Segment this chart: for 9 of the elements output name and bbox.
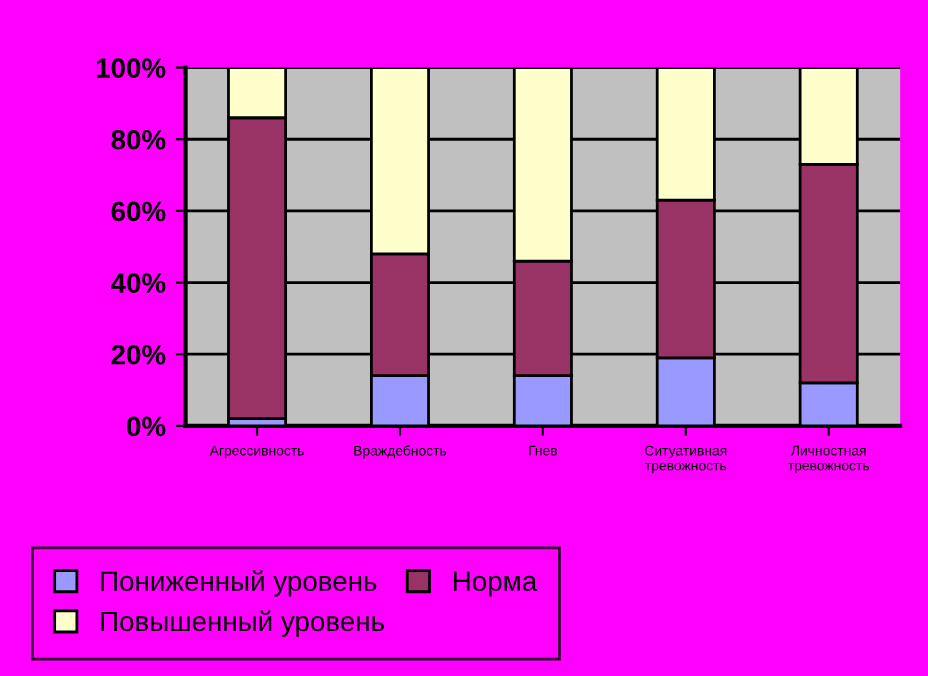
legend-label: Повышенный уровень [101, 610, 384, 637]
y-tick-label: 20% [111, 344, 166, 365]
y-tick-label: 60% [111, 201, 166, 222]
legend-label: Норма [453, 571, 538, 597]
legend-label: Пониженный уровень [101, 570, 377, 597]
y-tick-label: 100% [96, 58, 166, 78]
y-tick-label: 80% [111, 129, 166, 150]
y-tick-label: 0% [127, 416, 166, 437]
y-tick-label: 40% [110, 273, 166, 293]
